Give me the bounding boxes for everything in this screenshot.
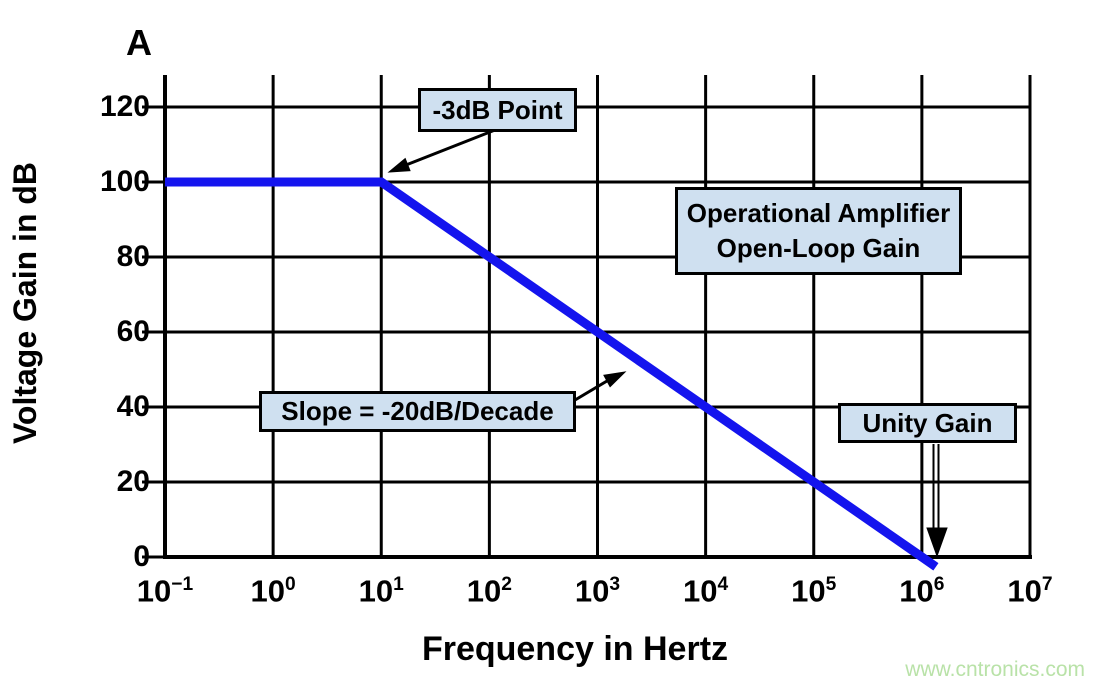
plot-title-letter: A: [126, 22, 152, 63]
x-tick-label-2: 101: [358, 573, 404, 609]
y-tick-label-0: 0: [133, 540, 150, 573]
y-tick-label-120: 120: [99, 90, 150, 123]
x-tick-label-1: 100: [250, 573, 296, 609]
x-tick-label-3: 102: [466, 573, 512, 609]
x-tick-label-6: 105: [791, 573, 837, 609]
axis-lines: [163, 75, 1032, 559]
grid-lines: [142, 75, 1032, 559]
y-tick-label-100: 100: [99, 165, 150, 198]
annotation-open-loop-line2: Open-Loop Gain: [716, 233, 921, 263]
x-tick-label-4: 103: [574, 573, 621, 609]
gain-curve: [165, 177, 939, 571]
annotation-minus3db-text: -3dB Point: [432, 94, 563, 125]
y-tick-label-60: 60: [116, 315, 150, 348]
x-tick-label-5: 104: [683, 573, 729, 609]
unity-gain-arrow: [926, 444, 948, 558]
slope-arrow: [569, 371, 627, 405]
x-tick-label-0: 10−1: [136, 573, 194, 609]
minus3db-arrow: [387, 128, 496, 173]
annotation-unity-gain: Unity Gain: [838, 403, 1017, 443]
y-axis-label: Voltage Gain in dB: [7, 161, 43, 445]
x-tick-label-7: 106: [899, 573, 945, 609]
annotation-slope-text: Slope = -20dB/Decade: [281, 396, 554, 426]
y-tick-label-80: 80: [116, 240, 150, 273]
annotation-unity-gain-text: Unity Gain: [862, 407, 993, 438]
annotation-minus3db-point: -3dB Point: [418, 88, 577, 132]
x-axis-label: Frequency in Hertz: [421, 630, 729, 668]
annotation-open-loop-gain: Operational Amplifier Open-Loop Gain: [675, 187, 962, 275]
y-tick-label-40: 40: [116, 390, 150, 423]
x-tick-label-8: 107: [1007, 573, 1053, 609]
annotation-slope: Slope = -20dB/Decade: [259, 391, 576, 432]
y-tick-label-20: 20: [116, 465, 150, 498]
annotation-open-loop-line1: Operational Amplifier: [686, 198, 951, 228]
watermark: www.cntronics.com: [905, 658, 1085, 681]
